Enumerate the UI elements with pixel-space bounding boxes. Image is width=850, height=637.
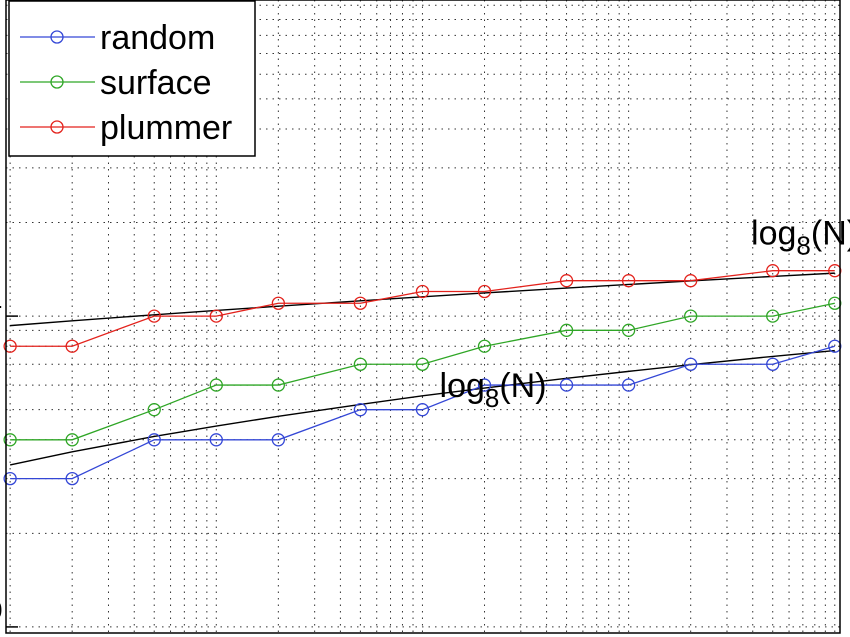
annotation-text: log bbox=[751, 214, 796, 252]
marker bbox=[559, 274, 574, 288]
marker bbox=[415, 357, 430, 371]
marker bbox=[828, 296, 842, 310]
marker bbox=[271, 378, 285, 392]
marker bbox=[477, 284, 492, 299]
marker bbox=[3, 471, 17, 486]
legend-marker bbox=[50, 120, 64, 134]
annotation-text: log bbox=[440, 367, 485, 405]
marker bbox=[621, 378, 636, 392]
marker bbox=[271, 296, 285, 310]
marker bbox=[147, 403, 161, 417]
marker bbox=[684, 274, 698, 288]
marker bbox=[271, 433, 285, 447]
marker bbox=[477, 339, 492, 353]
plot-frame bbox=[5, 0, 841, 634]
marker bbox=[209, 378, 223, 392]
marker bbox=[621, 274, 636, 288]
marker bbox=[684, 309, 698, 323]
marker bbox=[477, 378, 492, 392]
legend-marker bbox=[50, 30, 64, 44]
marker bbox=[65, 433, 79, 447]
marker bbox=[766, 357, 780, 371]
marker bbox=[209, 309, 223, 323]
marker bbox=[65, 471, 79, 486]
annotation: log8(N)+6 bbox=[751, 214, 850, 260]
legend-label: plummer bbox=[100, 109, 232, 147]
marker bbox=[353, 296, 368, 310]
legend-label: surface bbox=[100, 64, 212, 102]
marker bbox=[3, 339, 17, 353]
marker bbox=[621, 323, 636, 337]
y-tick-label: 0 bbox=[0, 595, 2, 625]
marker bbox=[684, 357, 698, 371]
legend: random surface plummer bbox=[8, 0, 256, 157]
marker bbox=[766, 264, 780, 278]
marker bbox=[828, 339, 842, 353]
annotation-sub: 8 bbox=[796, 230, 810, 260]
marker bbox=[3, 433, 17, 447]
series-line bbox=[10, 302, 835, 441]
marker bbox=[559, 323, 574, 337]
marker bbox=[353, 403, 368, 417]
series-line bbox=[10, 270, 835, 347]
legend-marker bbox=[50, 75, 64, 89]
legend-box bbox=[8, 0, 256, 157]
y-tick-label: 1 bbox=[0, 284, 2, 314]
marker bbox=[209, 433, 223, 447]
marker bbox=[147, 433, 161, 447]
marker bbox=[147, 309, 161, 323]
marker bbox=[828, 264, 842, 278]
series-line bbox=[10, 345, 835, 480]
marker bbox=[353, 357, 368, 371]
legend-label: random bbox=[100, 19, 215, 57]
marker bbox=[65, 339, 79, 353]
marker bbox=[415, 403, 430, 417]
marker bbox=[766, 309, 780, 323]
annotation: log8(N) bbox=[440, 367, 547, 413]
marker bbox=[559, 378, 574, 392]
marker bbox=[415, 284, 430, 299]
annotation-text: (N) bbox=[499, 367, 546, 405]
annotation-sub: 8 bbox=[485, 383, 499, 413]
annotation-text: (N)+6 bbox=[811, 214, 850, 252]
